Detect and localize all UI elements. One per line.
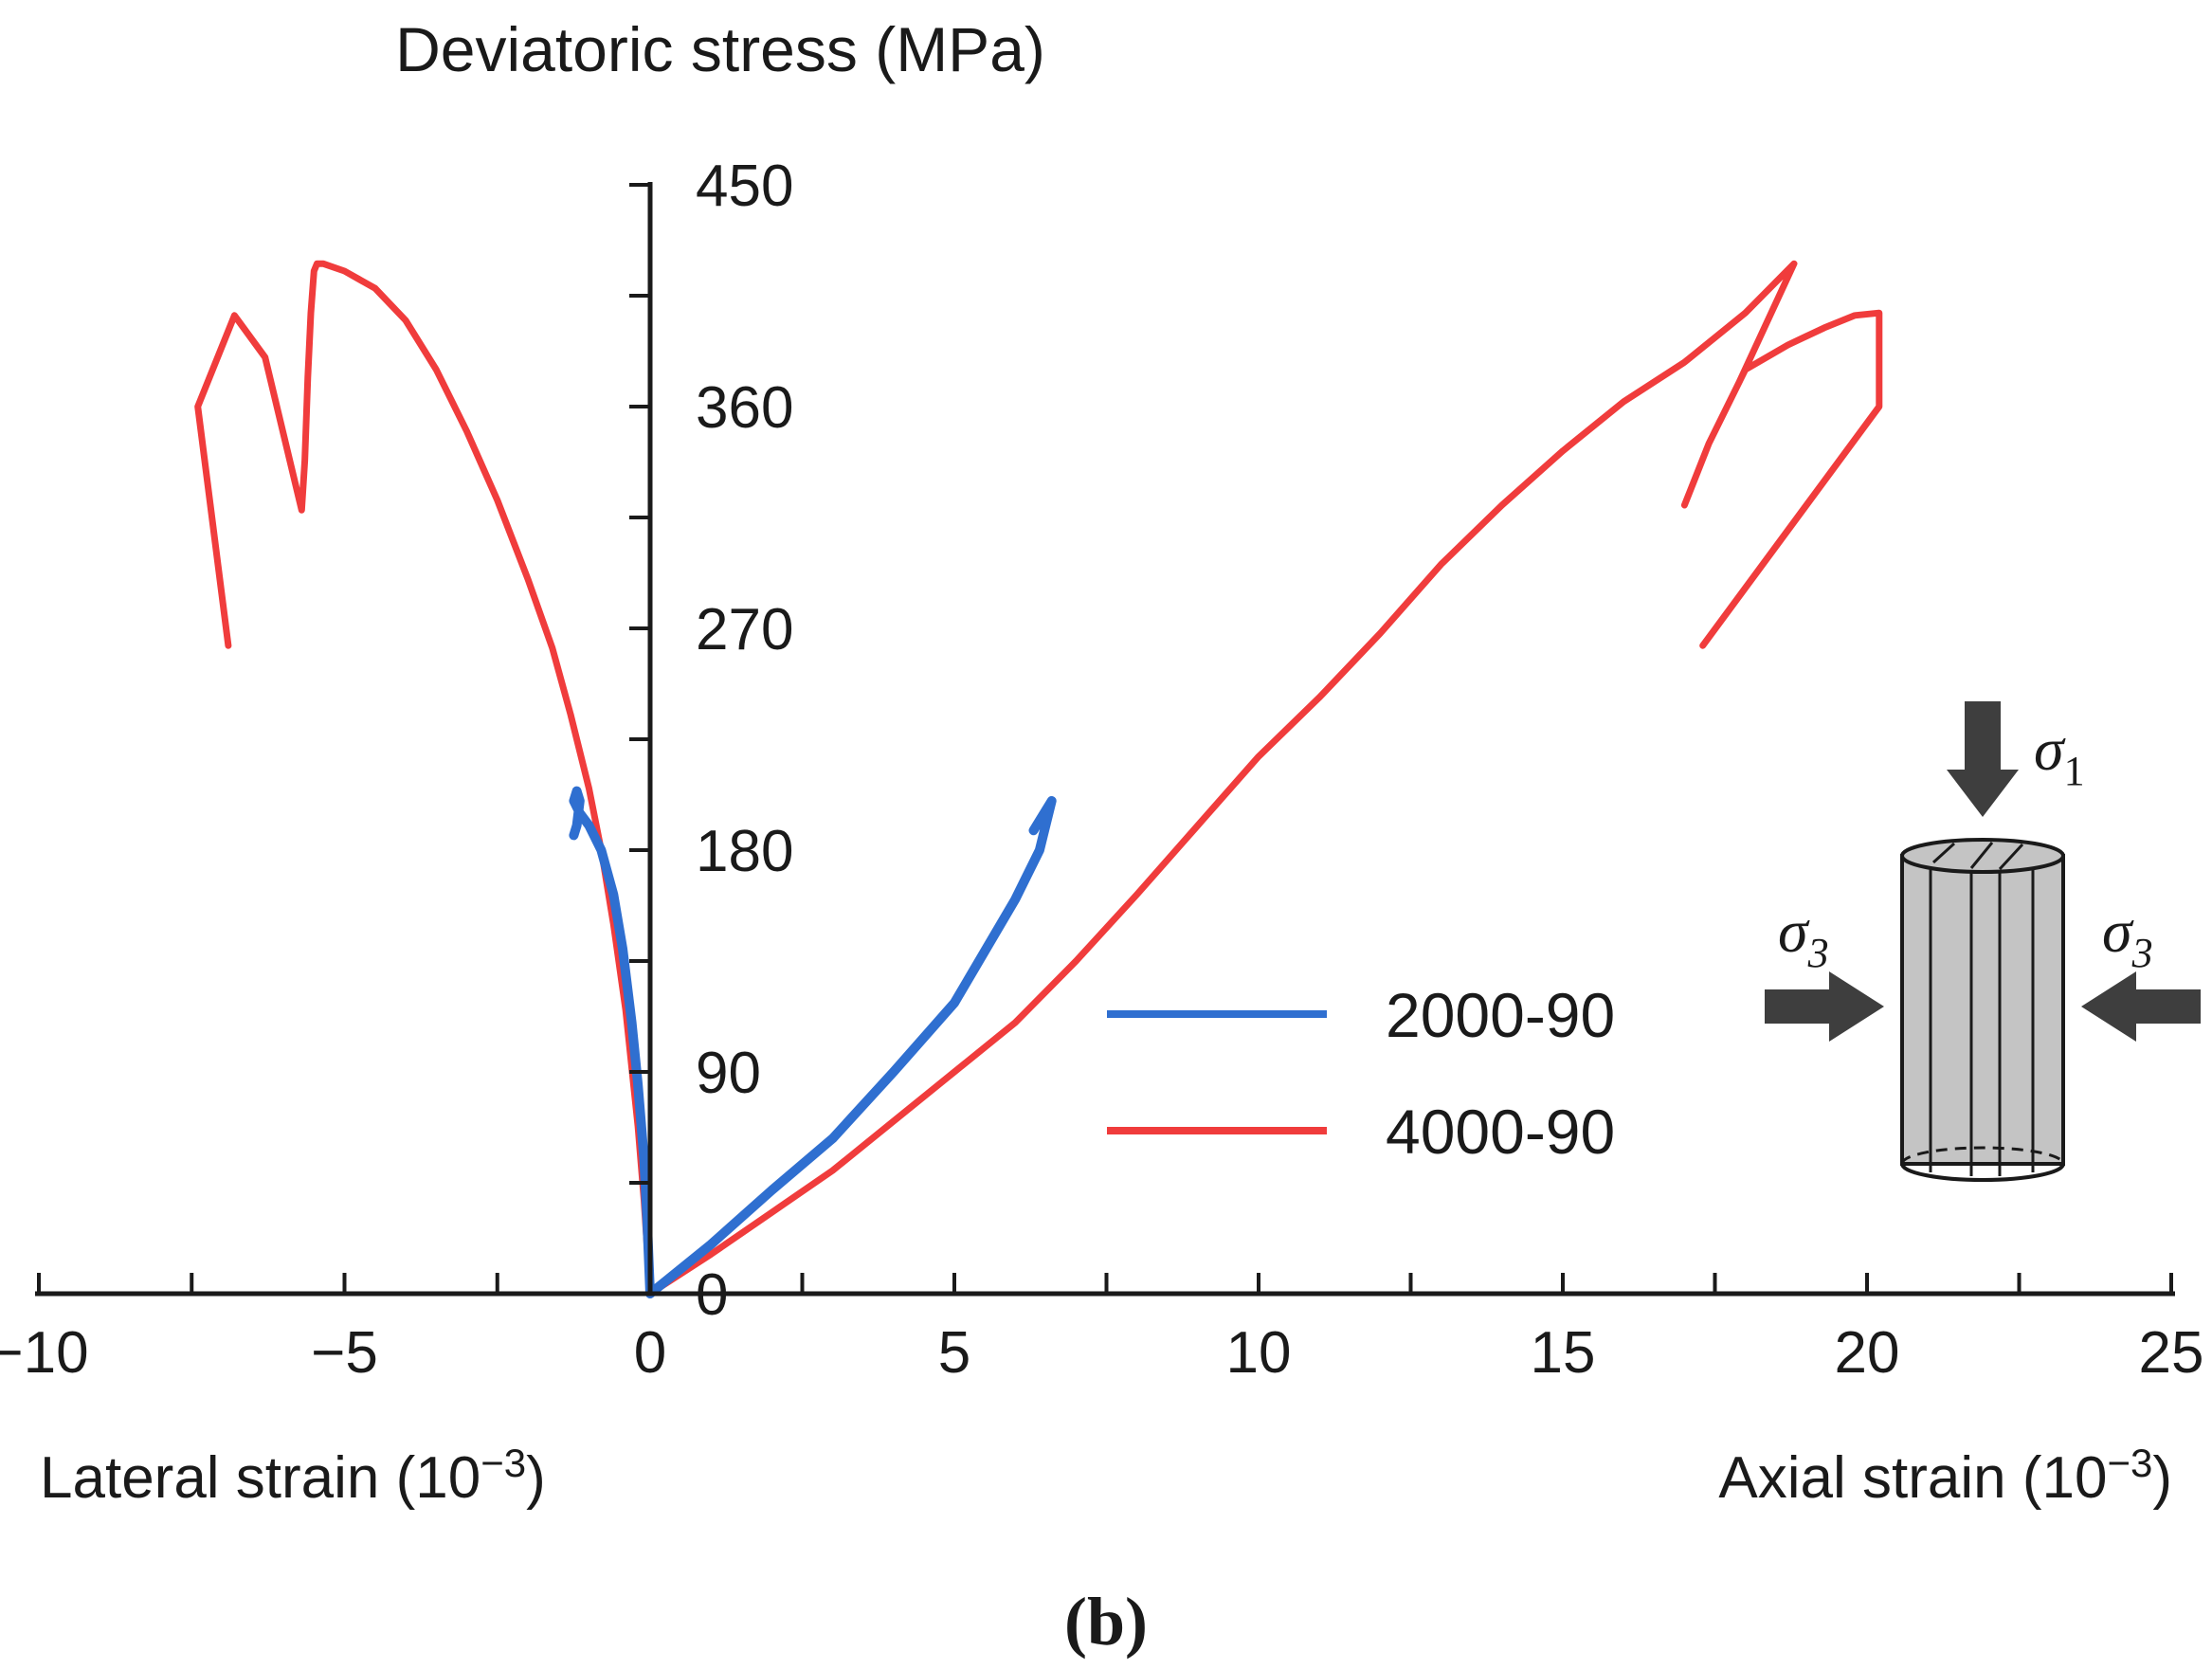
series-2000-90-lateral-line xyxy=(569,786,655,1298)
x-tick-label: 0 xyxy=(634,1320,666,1386)
y-tick-label: 270 xyxy=(696,597,793,662)
sigma3-right-label: σ3 xyxy=(2102,898,2153,976)
panel-label: (b) xyxy=(1064,1584,1148,1660)
specimen-top-hatch xyxy=(1969,842,1994,869)
sigma3-right-arrow-icon xyxy=(2081,971,2201,1042)
series-layer xyxy=(194,260,1883,1298)
series-2000-90-axial-line xyxy=(645,796,1057,1298)
specimen-bottom-face xyxy=(1900,1163,2065,1182)
y-tick-label: 90 xyxy=(696,1041,761,1106)
x-axis-label-axial: Axial strain (10−3) xyxy=(1718,1441,2172,1511)
y-tick-label: 0 xyxy=(696,1262,728,1328)
specimen-cylinder-body xyxy=(1900,854,2065,1166)
sigma3-left-arrow-icon xyxy=(1765,971,1884,1042)
specimen-bottom-hidden-edge xyxy=(1900,1146,2065,1165)
y-tick-label: 450 xyxy=(696,154,793,219)
x-tick-label: −10 xyxy=(0,1320,89,1386)
series-4000-90-lateral-line xyxy=(194,260,654,1297)
series-4000-90-axial-line xyxy=(646,260,1883,1297)
x-tick-label: 5 xyxy=(938,1320,970,1386)
specimen-top-hatch xyxy=(1931,842,1956,864)
y-tick-label: 360 xyxy=(696,375,793,441)
x-tick-label: −5 xyxy=(311,1320,378,1386)
x-tick-label: 20 xyxy=(1835,1320,1900,1386)
specimen-inset: σ1 σ3 σ3 xyxy=(1765,701,2201,1182)
legend-label-2000-90: 2000-90 xyxy=(1386,980,1615,1050)
x-axis-label-lateral: Lateral strain (10−3) xyxy=(40,1441,546,1511)
x-tick-label: 15 xyxy=(1531,1320,1596,1386)
x-tick-label: 25 xyxy=(2139,1320,2204,1386)
sigma1-label: σ1 xyxy=(2034,716,2085,794)
y-tick-label: 180 xyxy=(696,819,793,884)
legend: 2000-90 4000-90 xyxy=(1107,980,1615,1167)
y-axis-label: Deviatoric stress (MPa) xyxy=(395,14,1045,84)
axes: −10 −5 0 5 10 15 20 25 0 90 180 270 360 450 xyxy=(0,154,2203,1386)
specimen-top-hatch xyxy=(1998,843,2024,871)
legend-label-4000-90: 4000-90 xyxy=(1386,1097,1615,1167)
x-tick-label: 10 xyxy=(1226,1320,1292,1386)
sigma3-left-label: σ3 xyxy=(1778,898,1829,976)
sigma1-arrow-icon xyxy=(1947,701,2019,817)
